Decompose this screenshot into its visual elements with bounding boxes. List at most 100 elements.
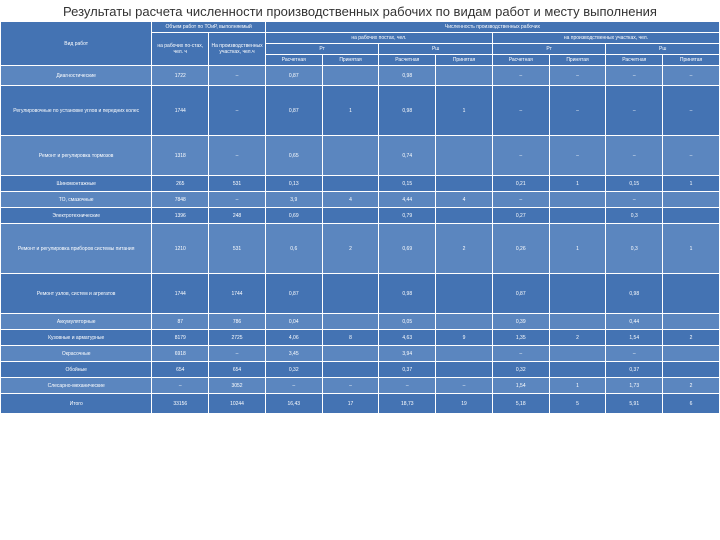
- row-name: Регулировочные по установке углов и пере…: [1, 86, 152, 136]
- cell: –: [549, 66, 606, 86]
- cell: [436, 314, 493, 330]
- header-vid-rabot: Вид работ: [1, 22, 152, 66]
- table-row: ТО, смазочные7848–3,944,444––: [1, 192, 720, 208]
- cell: –: [492, 346, 549, 362]
- cell: 654: [152, 362, 209, 378]
- header-psh-1: Рш: [379, 44, 493, 55]
- row-name: Ремонт и регулировка приборов системы пи…: [1, 224, 152, 274]
- cell: [549, 346, 606, 362]
- cell: 3,9: [265, 192, 322, 208]
- header-na-uchastkah-chel: на производственных участках, чел.: [492, 33, 719, 44]
- header-na-uchastkah: На производственных участках, чел.ч: [209, 33, 266, 66]
- row-name: Аккумуляторные: [1, 314, 152, 330]
- cell: 1: [549, 378, 606, 394]
- cell: 16,43: [265, 394, 322, 414]
- page-title: Результаты расчета численности производс…: [0, 0, 720, 21]
- cell: [322, 314, 379, 330]
- cell: 3,45: [265, 346, 322, 362]
- table-row: Регулировочные по установке углов и пере…: [1, 86, 720, 136]
- row-name: Электротехнические: [1, 208, 152, 224]
- cell: 4: [322, 192, 379, 208]
- cell: –: [606, 192, 663, 208]
- row-name: Ремонт и регулировка тормозов: [1, 136, 152, 176]
- cell: 1: [663, 176, 720, 192]
- cell: –: [606, 136, 663, 176]
- cell: [436, 136, 493, 176]
- cell: –: [606, 86, 663, 136]
- row-name: ТО, смазочные: [1, 192, 152, 208]
- cell: 0,37: [606, 362, 663, 378]
- cell: 0,87: [265, 66, 322, 86]
- header-prin: Принятая: [436, 55, 493, 66]
- cell: –: [492, 136, 549, 176]
- cell: 2: [549, 330, 606, 346]
- cell: 0,37: [379, 362, 436, 378]
- cell: –: [492, 86, 549, 136]
- row-name: Диагностические: [1, 66, 152, 86]
- table-row: Электротехнические13962480,690,790,270,3: [1, 208, 720, 224]
- cell: –: [209, 86, 266, 136]
- cell: 0,65: [265, 136, 322, 176]
- cell: 0,15: [606, 176, 663, 192]
- cell: [436, 274, 493, 314]
- data-table: Вид работ Объем работ по ТОиР, выполняем…: [0, 21, 720, 414]
- table-row: Окрасочные6918–3,453,94––: [1, 346, 720, 362]
- cell: [322, 362, 379, 378]
- cell: –: [549, 136, 606, 176]
- cell: 1: [436, 86, 493, 136]
- cell: –: [265, 378, 322, 394]
- cell: 0,87: [492, 274, 549, 314]
- cell: 265: [152, 176, 209, 192]
- row-name: Итого: [1, 394, 152, 414]
- table-row: Шиномонтажные2655310,130,150,2110,151: [1, 176, 720, 192]
- cell: [549, 192, 606, 208]
- cell: [436, 346, 493, 362]
- header-prin: Принятая: [663, 55, 720, 66]
- cell: 0,21: [492, 176, 549, 192]
- header-rasch: Расчетная: [379, 55, 436, 66]
- cell: 1744: [209, 274, 266, 314]
- cell: –: [322, 378, 379, 394]
- cell: 531: [209, 176, 266, 192]
- cell: –: [606, 346, 663, 362]
- cell: [436, 362, 493, 378]
- cell: [663, 362, 720, 378]
- cell: 0,27: [492, 208, 549, 224]
- cell: 1744: [152, 274, 209, 314]
- cell: 0,44: [606, 314, 663, 330]
- cell: 1: [549, 224, 606, 274]
- cell: 0,98: [606, 274, 663, 314]
- cell: –: [436, 378, 493, 394]
- cell: –: [152, 378, 209, 394]
- cell: 1210: [152, 224, 209, 274]
- cell: [549, 314, 606, 330]
- cell: 0,74: [379, 136, 436, 176]
- cell: 8: [322, 330, 379, 346]
- cell: 0,32: [492, 362, 549, 378]
- cell: 87: [152, 314, 209, 330]
- cell: 4,44: [379, 192, 436, 208]
- cell: 0,69: [265, 208, 322, 224]
- cell: 0,98: [379, 66, 436, 86]
- cell: 2725: [209, 330, 266, 346]
- cell: –: [663, 136, 720, 176]
- cell: 1,73: [606, 378, 663, 394]
- cell: 0,32: [265, 362, 322, 378]
- cell: 0,87: [265, 86, 322, 136]
- cell: –: [492, 192, 549, 208]
- cell: –: [209, 136, 266, 176]
- cell: [549, 362, 606, 378]
- cell: [436, 208, 493, 224]
- cell: 10244: [209, 394, 266, 414]
- cell: 0,98: [379, 86, 436, 136]
- cell: [322, 274, 379, 314]
- cell: 0,3: [606, 224, 663, 274]
- cell: 0,15: [379, 176, 436, 192]
- cell: –: [379, 378, 436, 394]
- row-name: Шиномонтажные: [1, 176, 152, 192]
- header-prin: Принятая: [549, 55, 606, 66]
- cell: 2: [663, 330, 720, 346]
- cell: 8179: [152, 330, 209, 346]
- cell: –: [549, 86, 606, 136]
- row-name: Слесарно-механические: [1, 378, 152, 394]
